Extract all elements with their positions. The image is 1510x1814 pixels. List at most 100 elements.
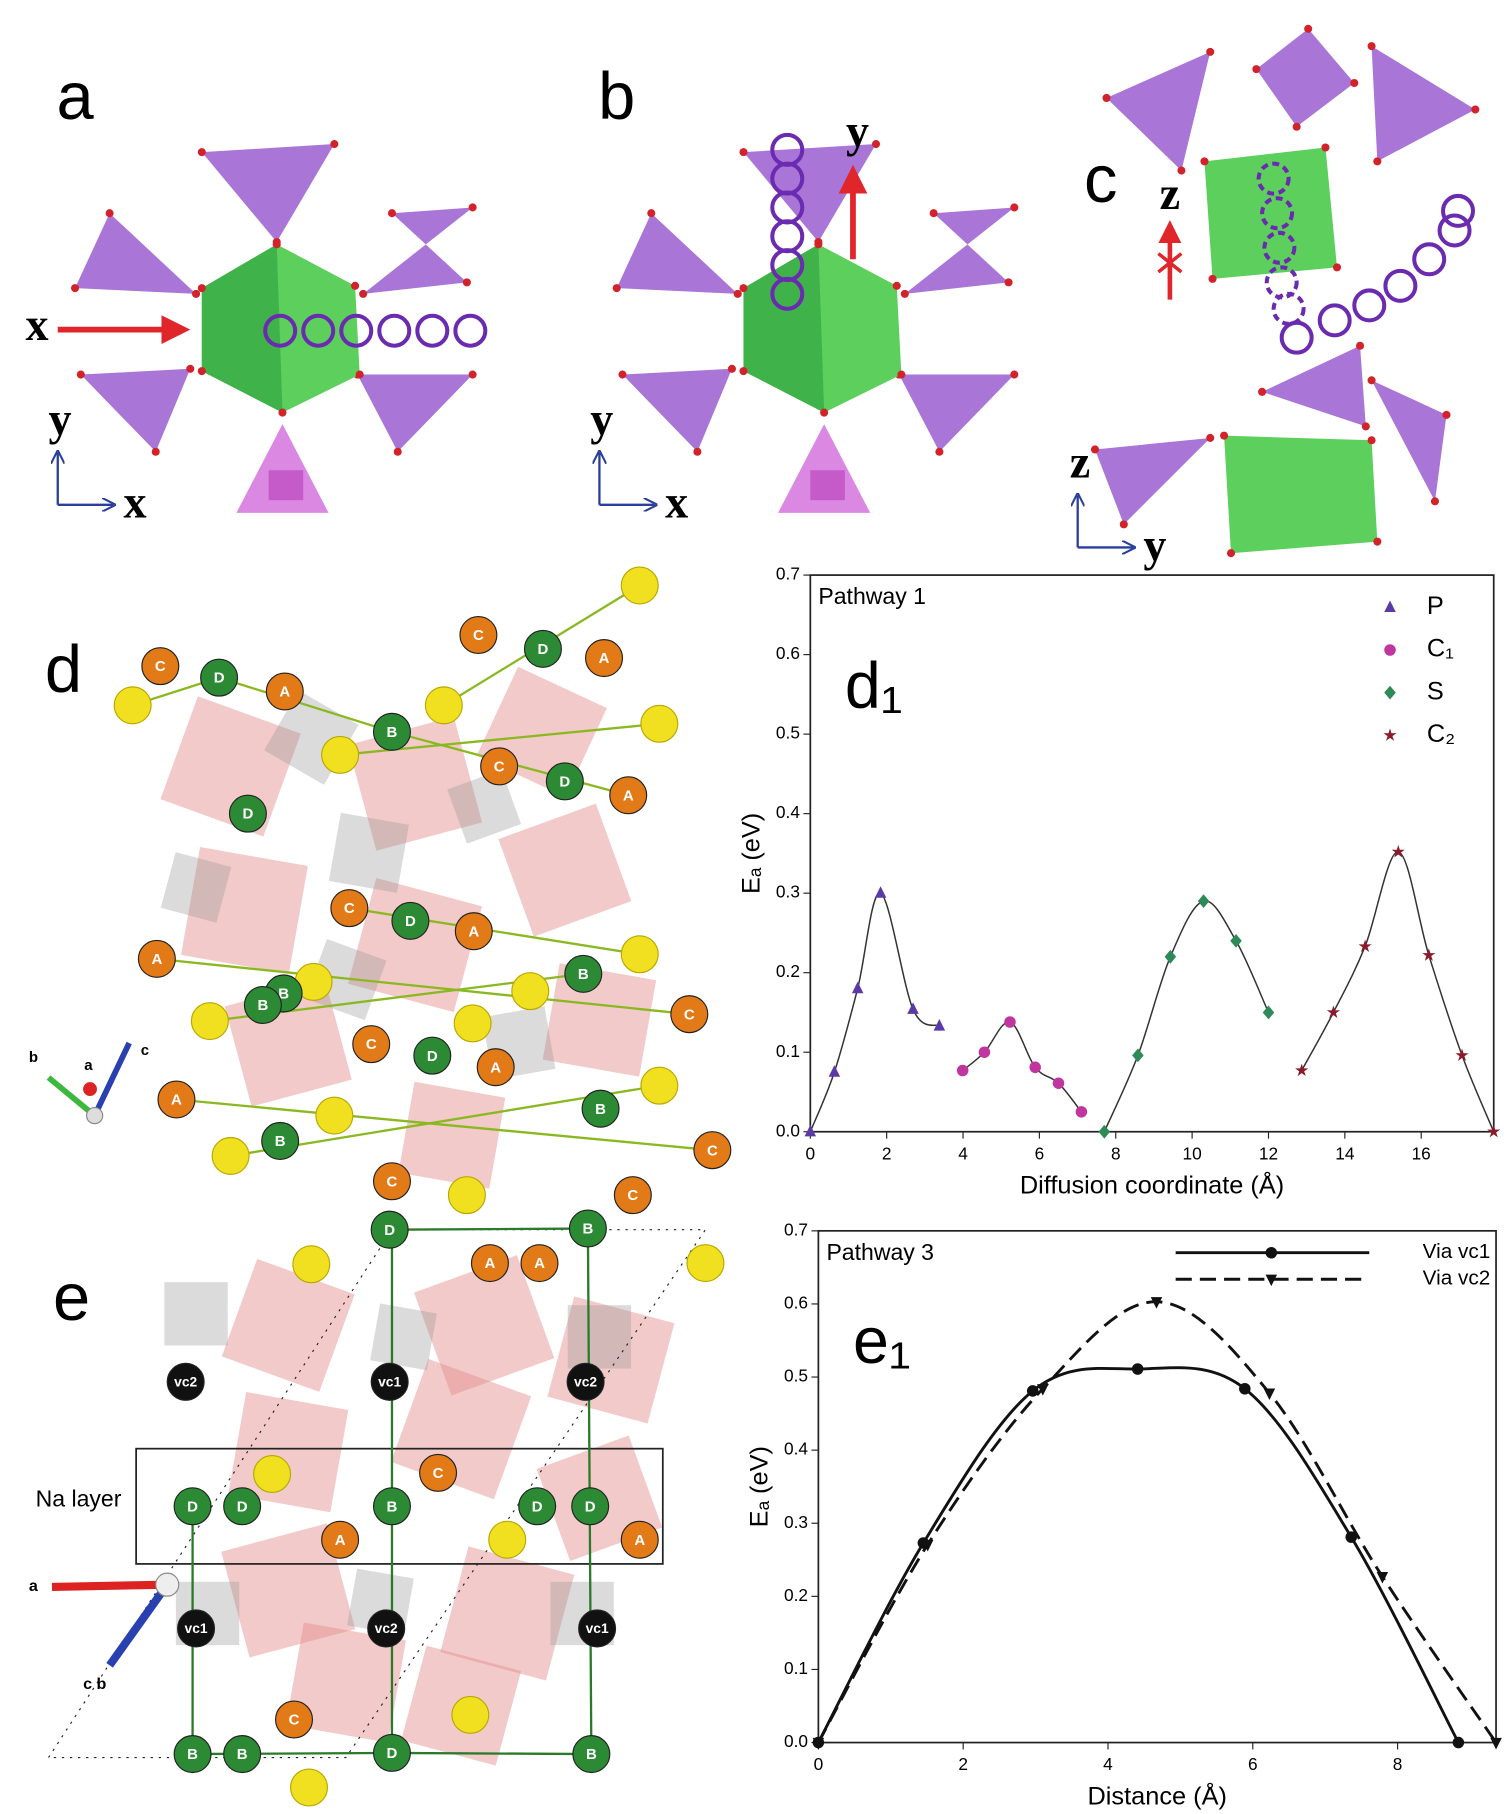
vertex [359, 289, 368, 298]
marker [804, 1124, 817, 1137]
atom-label: vc1 [586, 1620, 609, 1636]
vertex [1442, 410, 1451, 419]
site-ring [770, 276, 805, 311]
atom-label: A [335, 1532, 346, 1549]
atom-label: D [237, 1498, 248, 1515]
atom [261, 1121, 300, 1160]
atom [177, 1609, 216, 1648]
legend-marker [1265, 1246, 1278, 1259]
x-tick-label: 2 [882, 1143, 892, 1163]
atom-label: C [433, 1465, 444, 1482]
site-ring [1383, 268, 1418, 303]
vertex [1430, 497, 1439, 506]
atom [372, 1487, 411, 1526]
atom-label: D [559, 773, 570, 790]
atom [173, 1487, 212, 1526]
x-tick-label: 8 [1393, 1754, 1403, 1774]
vertex [468, 370, 477, 379]
y-tick-label: 0.1 [784, 1658, 808, 1678]
atom-label: C [387, 1173, 398, 1190]
atom [370, 1210, 409, 1249]
bond [192, 1751, 392, 1756]
marker [921, 1539, 934, 1552]
vertex [1367, 42, 1376, 51]
blocked [1157, 252, 1183, 274]
octahedron [370, 1303, 437, 1371]
atom-label: B [582, 1221, 593, 1238]
series-line [1301, 851, 1495, 1133]
site-ring [1256, 161, 1291, 196]
polyhedron [1204, 147, 1338, 279]
marker [933, 1019, 946, 1031]
atom-label: A [634, 1532, 645, 1549]
atom-label: vc2 [174, 1374, 197, 1390]
atom-label: C [155, 658, 166, 675]
axis-origin [155, 1572, 180, 1597]
vertex [197, 148, 206, 157]
atom-label: D [427, 1048, 438, 1065]
na-layer-box [135, 1447, 664, 1565]
vertex [1220, 431, 1229, 440]
bond [218, 676, 393, 733]
site-ring [1271, 291, 1306, 326]
polyhedron [899, 374, 1015, 452]
marker [1004, 1016, 1016, 1028]
atom-label: C [289, 1712, 300, 1729]
octahedron [160, 852, 232, 923]
vertex [151, 447, 160, 456]
axis-arrow [92, 1041, 132, 1117]
atom [330, 889, 369, 928]
atom [693, 1131, 732, 1170]
vertex [935, 447, 944, 456]
box-label: Na layer [36, 1486, 122, 1512]
legend-marker [1265, 1274, 1278, 1287]
vertex [820, 408, 829, 417]
atom-label: vc2 [574, 1374, 597, 1390]
yellow-atom [253, 1455, 292, 1494]
vertex [1292, 122, 1301, 131]
vertex [1206, 47, 1215, 56]
cell-outline [47, 1229, 707, 1759]
axis-letter: y [590, 394, 613, 445]
marker [851, 981, 864, 994]
marker [1132, 1048, 1144, 1063]
atom-label: A [490, 1059, 501, 1076]
atom-label: B [278, 986, 289, 1003]
yellow-atom [511, 972, 550, 1011]
marker [1164, 949, 1177, 964]
atom [578, 1609, 617, 1648]
legend-label: P [1427, 592, 1444, 620]
marker [1098, 1124, 1111, 1139]
polyhedron [1371, 46, 1476, 162]
atom [476, 1048, 515, 1087]
atom [372, 712, 411, 751]
atom-label: D [387, 1745, 398, 1762]
axis-letter: a [29, 1577, 39, 1595]
site-ring [1260, 196, 1295, 231]
atom-label: D [214, 670, 225, 687]
marker [1487, 1124, 1501, 1138]
atom [173, 1735, 212, 1774]
marker [1026, 1385, 1039, 1397]
polyhedron [778, 424, 871, 513]
vertex [1177, 166, 1186, 175]
site-ring [1352, 288, 1387, 323]
panel-label: c [1084, 142, 1117, 217]
vertex [739, 284, 748, 293]
vertex [355, 370, 364, 379]
atom [454, 912, 493, 951]
x-tick-label: 6 [1248, 1754, 1258, 1774]
axis-origin [85, 1106, 104, 1125]
axis-letter: a [84, 1057, 93, 1074]
vertex [351, 281, 360, 290]
polyhedron [1224, 435, 1378, 554]
marker [1029, 1061, 1041, 1074]
marker [1391, 844, 1405, 858]
y-axis-label: Eₐ (eV) [745, 1446, 773, 1527]
atom-label: B [237, 1746, 248, 1763]
vertex [1471, 105, 1480, 114]
polyhedron [1262, 345, 1366, 427]
vertex [1206, 433, 1215, 442]
vertex [1004, 278, 1013, 287]
